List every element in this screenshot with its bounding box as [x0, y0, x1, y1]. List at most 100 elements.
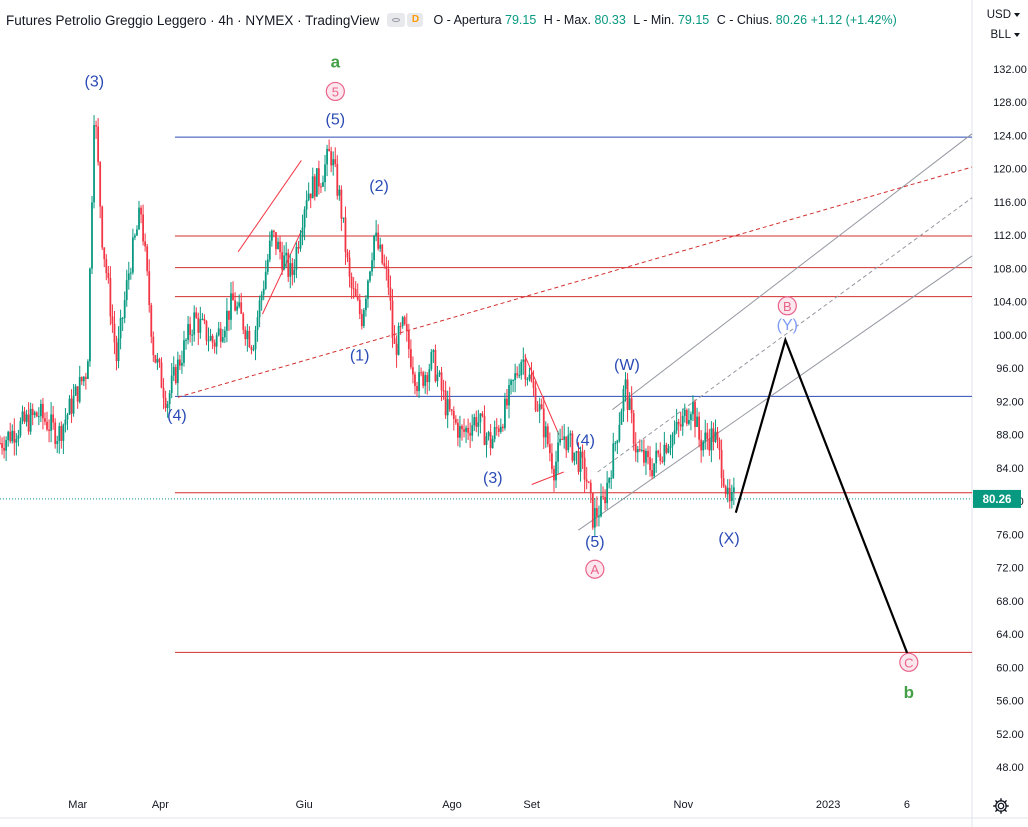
candle-body: [25, 414, 28, 422]
candle-body: [495, 427, 498, 429]
candle-body: [710, 428, 713, 451]
candle-body: [636, 449, 639, 453]
candle-body: [369, 271, 371, 281]
candle-body: [489, 432, 492, 449]
chevron-down-icon: [1014, 12, 1020, 17]
eye-icon[interactable]: [387, 13, 406, 27]
x-tick-label: Set: [523, 799, 540, 811]
currency-label: USD: [986, 9, 1011, 21]
y-tick-label: 128.00: [993, 97, 1027, 109]
candle-body: [264, 271, 267, 289]
candle-body: [403, 317, 406, 325]
candle-body: [238, 302, 241, 307]
candle-body: [393, 338, 396, 344]
candle-body: [416, 386, 418, 392]
unit-selector[interactable]: BLL: [991, 29, 1020, 41]
candle-body: [54, 422, 57, 444]
candle-body: [367, 280, 369, 299]
candle-body: [389, 287, 392, 301]
candle-body: [479, 413, 482, 423]
candle-body: [432, 350, 435, 352]
wave-label: (5): [326, 112, 346, 129]
candle-body: [409, 349, 412, 368]
currency-selector[interactable]: USD: [987, 9, 1020, 21]
candle-body: [68, 398, 71, 415]
candle-body: [7, 431, 10, 441]
close-label: C - Chius.: [716, 13, 773, 27]
candle-body: [685, 409, 688, 424]
candle-body: [387, 268, 390, 288]
candle-body: [252, 349, 255, 351]
candle-body: [42, 403, 44, 419]
candle-body: [504, 398, 506, 429]
candle-body: [444, 390, 447, 416]
candle-body: [551, 453, 553, 470]
candle-body: [31, 408, 34, 416]
candle-body: [659, 453, 662, 461]
candle-body: [426, 375, 429, 383]
candle-body: [313, 176, 316, 197]
candle-body: [217, 328, 220, 336]
candle-body: [307, 193, 310, 201]
candle-body: [483, 415, 486, 445]
y-tick-label: 48.00: [996, 762, 1024, 774]
candle-body: [19, 421, 22, 436]
candle-body: [183, 340, 185, 363]
candle-body: [473, 417, 476, 426]
candle-body: [420, 372, 423, 374]
candle-body: [129, 272, 132, 274]
candle-body: [127, 273, 130, 281]
y-tick-label: 68.00: [996, 596, 1024, 608]
candle-body: [365, 298, 367, 311]
candle-body: [354, 289, 357, 297]
projection-path: [734, 336, 910, 658]
candle-body: [434, 350, 437, 382]
close-value: 80.26: [775, 13, 808, 27]
candle-body: [481, 413, 484, 416]
candle-body: [136, 229, 138, 236]
candle-body: [516, 373, 519, 376]
candle-body: [606, 482, 609, 504]
y-tick-label: 120.00: [993, 164, 1027, 176]
candle-body: [524, 359, 527, 380]
candle-body: [174, 367, 177, 383]
y-tick-label: 64.00: [996, 629, 1024, 641]
candle-body: [315, 168, 318, 197]
candle-body: [618, 424, 621, 441]
candle-body: [530, 374, 533, 382]
candle-body: [144, 241, 147, 247]
candle-body: [694, 401, 696, 427]
candle-body: [362, 310, 365, 327]
candle-body: [512, 380, 514, 382]
candle-body: [407, 331, 410, 350]
candle-body: [246, 330, 249, 340]
candle-body: [232, 293, 234, 301]
candle-body: [565, 436, 568, 451]
candle-body: [461, 426, 463, 430]
candle-body: [704, 432, 707, 442]
candle-body: [465, 427, 467, 432]
delay-badge[interactable]: D: [407, 13, 424, 27]
candle-body: [555, 461, 557, 481]
wave-label: A: [591, 562, 600, 577]
high-label: H - Max.: [543, 13, 592, 27]
wave-label-circle: [325, 81, 345, 102]
candle-body: [293, 269, 296, 275]
candle-body: [620, 411, 623, 425]
candle-body: [506, 398, 508, 406]
y-tick-label: 112.00: [994, 230, 1027, 242]
candle-body: [679, 424, 682, 427]
y-tick-label: 100.00: [993, 330, 1027, 342]
candle-body: [647, 450, 649, 458]
candle-body: [669, 445, 672, 449]
gear-icon[interactable]: [992, 797, 1010, 815]
candle-body: [324, 164, 326, 183]
candle-body: [548, 444, 551, 454]
wave-label: (5): [585, 534, 605, 551]
candle-body: [649, 457, 651, 471]
candle-body: [571, 433, 574, 461]
candle-body: [373, 235, 375, 261]
wave-label: (4): [167, 408, 187, 425]
